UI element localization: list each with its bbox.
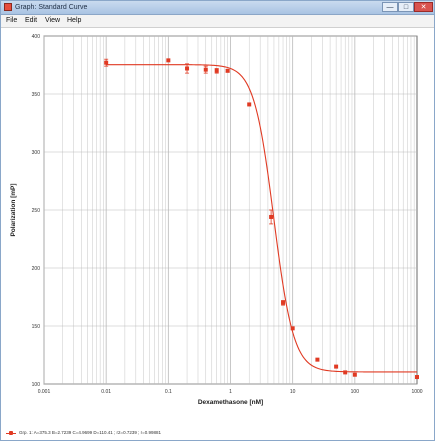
y-tick-label: 350 bbox=[32, 92, 41, 98]
data-point bbox=[315, 357, 320, 362]
legend-text: Grp. 1: A=375.3 B=2.7239 C=4.9699 D=110.… bbox=[19, 430, 162, 435]
menu-edit[interactable]: Edit bbox=[25, 17, 38, 24]
data-point bbox=[269, 214, 274, 219]
menu-help[interactable]: Help bbox=[67, 17, 82, 24]
data-point bbox=[281, 300, 286, 305]
fit-curve-line bbox=[106, 64, 417, 373]
legend-marker-icon bbox=[9, 431, 13, 435]
menu-bar: File Edit View Help bbox=[1, 15, 434, 28]
y-tick-label: 200 bbox=[32, 266, 41, 272]
data-point bbox=[290, 326, 295, 331]
standard-curve-chart[interactable]: 0.001 0.01 0.1 1 10 100 1000 100 150 200 250 300 350… bbox=[1, 28, 434, 440]
x-tick-label: 10 bbox=[290, 389, 296, 395]
y-axis-label: Polarization [mP] bbox=[10, 183, 17, 236]
title-bar[interactable]: Graph: Standard Curve — □ ✕ bbox=[1, 1, 434, 15]
x-tick-label: 1000 bbox=[411, 389, 422, 395]
data-point bbox=[203, 67, 208, 72]
plot-area[interactable]: 0.001 0.01 0.1 1 10 100 1000 100 150 200 250 300 350… bbox=[1, 28, 434, 440]
x-tick-label: 100 bbox=[351, 389, 360, 395]
data-point bbox=[247, 102, 252, 107]
y-tick-label: 400 bbox=[32, 34, 41, 40]
data-point bbox=[415, 375, 419, 380]
x-tick-label: 0.1 bbox=[165, 389, 172, 395]
data-point bbox=[225, 68, 230, 73]
minimize-button[interactable]: — bbox=[382, 2, 398, 12]
data-point bbox=[352, 372, 357, 377]
data-point bbox=[185, 66, 190, 71]
menu-view[interactable]: View bbox=[45, 17, 61, 24]
maximize-button[interactable]: □ bbox=[398, 2, 414, 12]
data-point bbox=[343, 370, 348, 375]
y-tick-label: 300 bbox=[32, 150, 41, 156]
menu-file[interactable]: File bbox=[6, 17, 18, 24]
data-point bbox=[334, 364, 339, 369]
x-tick-label: 0.001 bbox=[38, 389, 51, 395]
window-title: Graph: Standard Curve bbox=[15, 4, 88, 11]
close-button[interactable]: ✕ bbox=[414, 2, 433, 12]
x-tick-label: 0.01 bbox=[101, 389, 111, 395]
x-tick-label: 1 bbox=[229, 389, 232, 395]
data-point bbox=[104, 60, 109, 65]
y-tick-label: 100 bbox=[32, 382, 41, 388]
app-icon bbox=[4, 3, 12, 11]
data-point bbox=[166, 58, 171, 63]
y-tick-label: 150 bbox=[32, 324, 41, 330]
y-tick-label: 250 bbox=[32, 208, 41, 214]
data-point bbox=[214, 68, 219, 73]
x-axis-label: Dexamethasone [nM] bbox=[198, 399, 263, 406]
